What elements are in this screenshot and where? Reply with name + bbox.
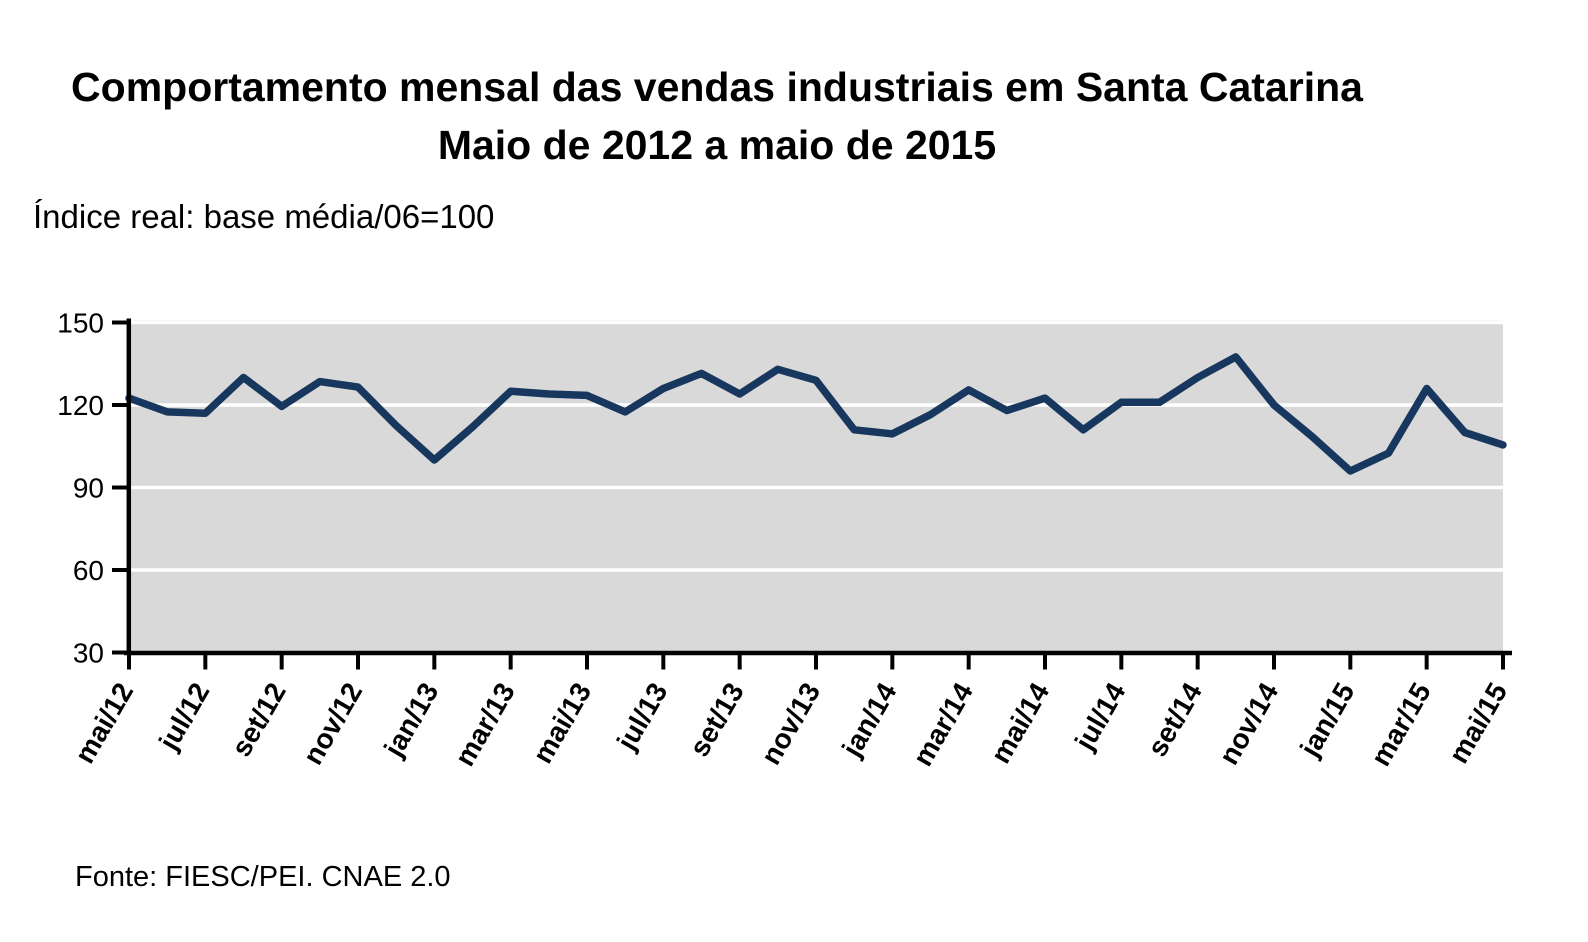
x-axis-label: mai/12 — [69, 678, 139, 769]
x-axis-label: set/12 — [225, 678, 292, 762]
data-line — [125, 353, 1507, 475]
x-axis-label: mar/13 — [449, 678, 521, 772]
y-axis-label: 90 — [73, 473, 104, 504]
x-axis-label: mai/14 — [985, 677, 1056, 768]
x-axis-label: mar/14 — [907, 677, 979, 771]
x-axis-label: mar/15 — [1365, 678, 1437, 772]
chart-title: Comportamento mensal das vendas industri… — [0, 58, 1434, 174]
x-axis-label: jan/15 — [1293, 678, 1360, 763]
x-axis-label: nov/13 — [755, 678, 826, 770]
x-axis-label: nov/14 — [1213, 677, 1284, 770]
y-axis-label: 60 — [73, 555, 104, 586]
x-axis-label: mai/15 — [1443, 678, 1513, 769]
index-base-label: Índice real: base média/06=100 — [33, 198, 495, 235]
chart-title-line2: Maio de 2012 a maio de 2015 — [437, 122, 997, 168]
x-axis-label: jul/13 — [610, 678, 673, 756]
x-axis-label: mai/13 — [527, 678, 597, 769]
x-axis-label: jan/14 — [835, 677, 902, 762]
y-axis-label: 150 — [57, 308, 104, 339]
chart-title-line1: Comportamento mensal das vendas industri… — [71, 64, 1363, 110]
y-axis-label: 120 — [57, 390, 104, 421]
x-axis-label: jan/13 — [377, 678, 444, 763]
source-note: Fonte: FIESC/PEI. CNAE 2.0 — [75, 861, 451, 893]
x-axis-label: set/14 — [1141, 677, 1208, 762]
x-axis-label: set/13 — [683, 678, 750, 762]
x-axis-label: jul/14 — [1068, 677, 1131, 756]
y-axis-label: 30 — [73, 638, 104, 669]
x-axis-label: jul/12 — [152, 678, 215, 756]
x-axis-label: nov/12 — [297, 678, 368, 770]
